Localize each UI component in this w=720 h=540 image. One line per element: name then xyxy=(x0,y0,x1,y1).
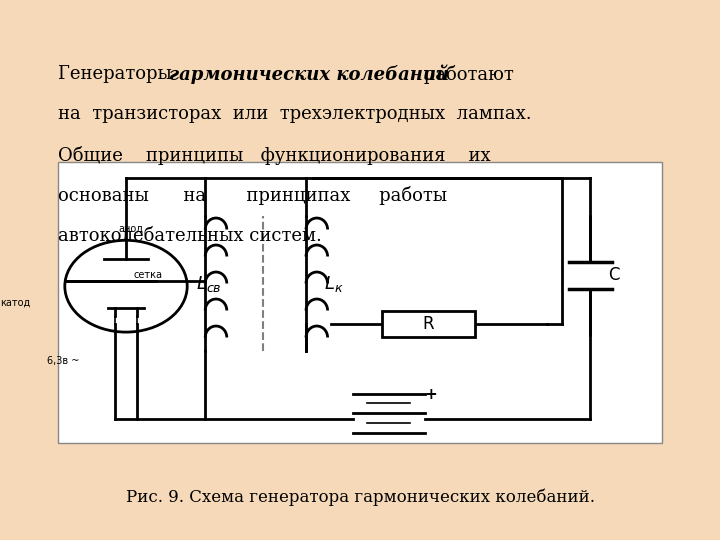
Text: основаны      на       принципах     работы: основаны на принципах работы xyxy=(58,186,446,205)
FancyBboxPatch shape xyxy=(58,162,662,443)
Text: сетка: сетка xyxy=(133,271,162,280)
Text: $L_к$: $L_к$ xyxy=(324,273,343,294)
Text: 6,3в ~: 6,3в ~ xyxy=(47,356,79,367)
Text: анод: анод xyxy=(119,224,144,234)
Text: R: R xyxy=(423,315,434,333)
Text: $L_{св}$: $L_{св}$ xyxy=(196,273,222,294)
Bar xyxy=(382,311,475,337)
Text: +: + xyxy=(425,387,438,402)
Text: на  транзисторах  или  трехэлектродных  лампах.: на транзисторах или трехэлектродных ламп… xyxy=(58,105,531,123)
Circle shape xyxy=(65,240,187,332)
Text: автоколебательных систем.: автоколебательных систем. xyxy=(58,227,321,245)
Text: гармонических колебаний: гармонических колебаний xyxy=(169,65,449,84)
Text: катод: катод xyxy=(0,298,30,307)
Text: Рис. 9. Схема генератора гармонических колебаний.: Рис. 9. Схема генератора гармонических к… xyxy=(125,488,595,505)
Text: работают: работают xyxy=(418,65,513,84)
Text: Общие    принципы   функционирования    их: Общие принципы функционирования их xyxy=(58,146,490,165)
Text: C: C xyxy=(608,266,620,285)
Text: Генераторы: Генераторы xyxy=(58,65,177,83)
